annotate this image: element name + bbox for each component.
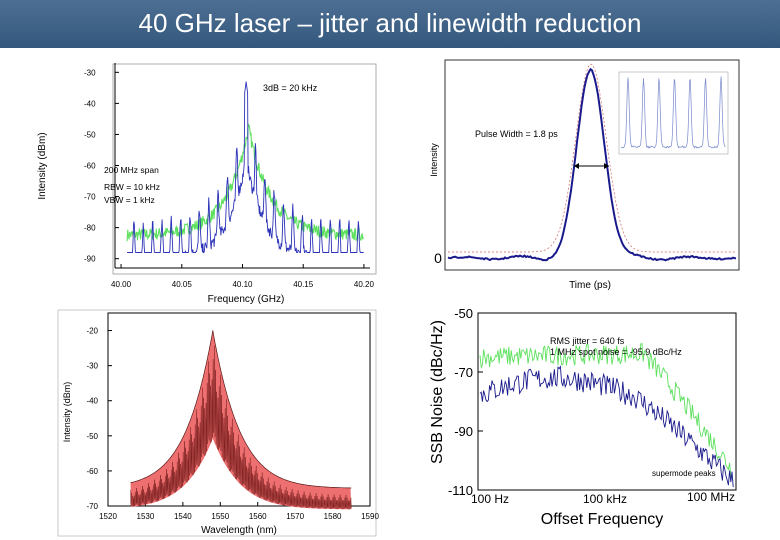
pulse-y-label: Intensity — [429, 143, 439, 177]
ssb-x-tick-0: 100 Hz — [471, 492, 509, 506]
pulse-fit-series — [448, 63, 736, 253]
os-x-tick-label: 1530 — [137, 512, 155, 521]
ssb-green-series — [479, 343, 734, 481]
os-x-tick-label: 1560 — [249, 512, 267, 521]
pulse-inset-frame — [618, 71, 729, 155]
rf-x-tick-label: 40.15 — [293, 280, 314, 289]
title-bar: 40 GHz laser – jitter and linewidth redu… — [0, 0, 780, 48]
rf-width-annotation: 3dB = 20 kHz — [263, 83, 318, 93]
rf-x-tick-label: 40.00 — [111, 280, 132, 289]
ssb-rms-annotation: RMS jitter = 640 fs — [550, 336, 625, 346]
ssb-y-tick-label: -90 — [454, 424, 473, 439]
os-y-tick-label: -30 — [86, 362, 98, 371]
optical-plot-area — [107, 312, 371, 507]
os-x-tick-label: 1520 — [99, 512, 117, 521]
os-envelope-series — [130, 330, 352, 489]
rf-green-series — [126, 124, 364, 242]
optical-y-label: Intensity (dBm) — [62, 382, 72, 443]
ssb-plot-area — [477, 312, 737, 491]
pulse-x-label: Time (ps) — [569, 280, 611, 291]
rf-y-tick-label: -40 — [84, 99, 96, 108]
optical-x-label: Wavelength (nm) — [201, 525, 277, 536]
os-area — [130, 330, 352, 510]
ssb-y-tick-label: -50 — [454, 306, 473, 321]
rf-y-tick-label: -70 — [84, 193, 96, 202]
rf-setting-span: 200 MHz span — [104, 165, 159, 175]
rf-x-label: Frequency (GHz) — [208, 294, 285, 305]
rf-blue-series — [127, 81, 364, 254]
ssb-navy-series — [479, 365, 734, 488]
rf-spectrum-chart: -30 -40 -50 -60 -70 -80 -90 40.00 40.05 40.10 40.… — [37, 63, 377, 305]
ssb-x-label: Offset Frequency — [541, 511, 663, 528]
pulse-chart: Intensity 0 Time (ps) Pulse Width = 1.8 … — [429, 59, 740, 291]
rf-setting-vbw: VBW = 1 kHz — [104, 195, 155, 205]
os-y-tick-label: -20 — [86, 327, 98, 336]
rf-spectrum-frame — [112, 63, 377, 275]
rf-y-tick-label: -50 — [84, 130, 96, 139]
os-fringe-series — [130, 345, 352, 510]
optical-spectrum-chart: -20 -30 -40 -50 -60 -70 1520 1530 1540 1550 1560 1… — [57, 309, 379, 537]
os-x-tick-label: 1550 — [211, 512, 229, 521]
os-y-tick-label: -70 — [86, 502, 98, 511]
ssb-spot-annotation: 1 MHz spot noise = -95.9 dBc/Hz — [550, 347, 682, 357]
os-x-tick-label: 1580 — [324, 512, 342, 521]
rf-y-label: Intensity (dBm) — [37, 132, 48, 199]
ssb-noise-chart: -50-70-90-110 SSB Noise (dBc/Hz) 100 Hz … — [429, 306, 737, 528]
os-x-tick-label: 1540 — [174, 512, 192, 521]
pulse-frame — [444, 59, 740, 271]
rf-setting-rbw: RBW = 10 kHz — [104, 182, 160, 192]
pulse-inset-series — [620, 76, 726, 149]
os-y-tick-label: -50 — [86, 432, 98, 441]
pulse-measured-series — [447, 67, 737, 262]
rf-x-tick-label: 40.20 — [354, 280, 375, 289]
os-x-tick-label: 1590 — [361, 512, 379, 521]
ssb-y-tick-label: -110 — [448, 483, 473, 498]
rf-x-tick-label: 40.05 — [172, 280, 193, 289]
rf-x-tick-label: 40.10 — [232, 280, 253, 289]
os-x-tick-label: 1570 — [286, 512, 304, 521]
rf-y-tick-label: -80 — [84, 224, 96, 233]
rf-y-tick-label: -90 — [84, 255, 96, 264]
ssb-x-tick-2: 100 MHz — [687, 490, 735, 504]
rf-y-tick-label: -30 — [84, 68, 96, 77]
ssb-peaks-annotation: supermode peaks — [652, 469, 716, 478]
os-y-tick-label: -60 — [86, 467, 98, 476]
pulse-y-tick-0: 0 — [434, 250, 442, 266]
slide-title: 40 GHz laser – jitter and linewidth redu… — [138, 8, 642, 38]
optical-frame — [57, 309, 377, 537]
pulse-width-annotation: Pulse Width = 1.8 ps — [475, 129, 558, 139]
ssb-x-tick-1: 100 kHz — [583, 492, 627, 506]
ssb-y-label: SSB Noise (dBc/Hz) — [429, 320, 446, 464]
rf-y-tick-label: -60 — [84, 162, 96, 171]
os-y-tick-label: -40 — [86, 397, 98, 406]
ssb-y-tick-label: -70 — [454, 365, 473, 380]
